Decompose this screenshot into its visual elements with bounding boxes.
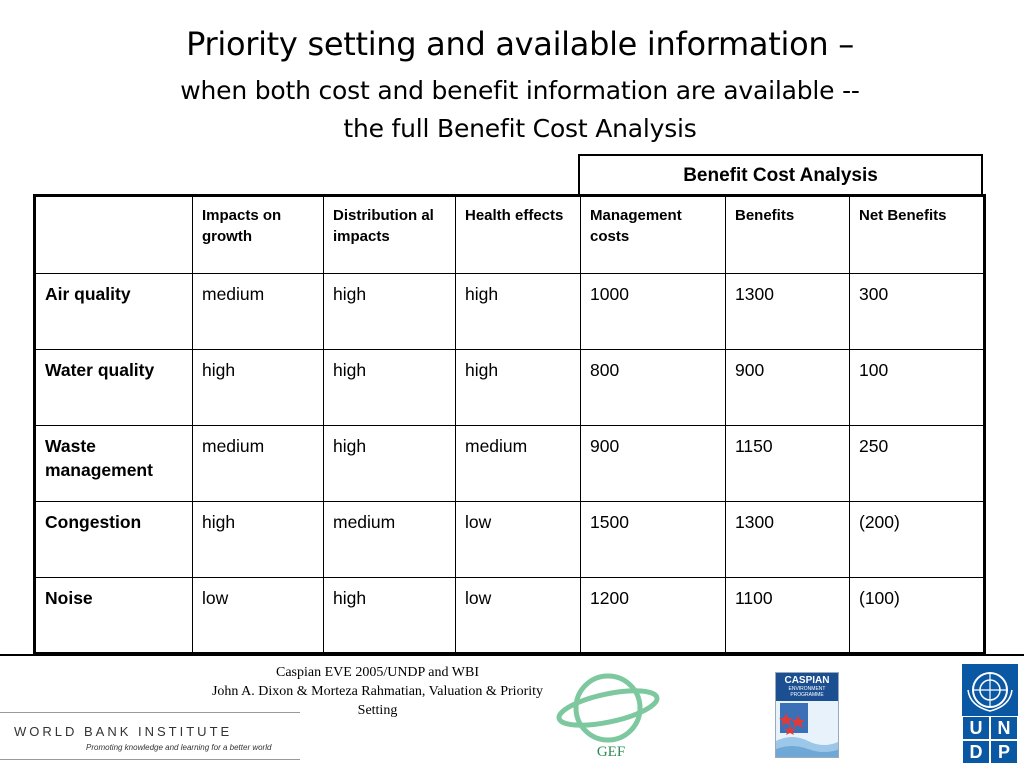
undp-letter-n: N	[990, 716, 1018, 740]
footer-line-2: John A. Dixon & Morteza Rahmatian, Valua…	[211, 684, 544, 699]
table-cell: 300	[849, 273, 985, 350]
benefit-cost-analysis-header: Benefit Cost Analysis	[578, 154, 983, 196]
table-cell: high	[323, 577, 456, 654]
caspian-title: CASPIAN	[784, 675, 830, 686]
table-cell: (200)	[849, 501, 985, 578]
table-cell: 1100	[725, 577, 850, 654]
row-label: Air quality	[34, 273, 193, 350]
table-cell: 1200	[580, 577, 726, 654]
table-cell: medium	[455, 425, 581, 502]
caspian-subtitle: ENVIRONMENT	[788, 686, 826, 692]
table-cell: low	[455, 577, 581, 654]
table-cell: 900	[580, 425, 726, 502]
table-cell: 900	[725, 349, 850, 426]
footer-line-1: Caspian EVE 2005/UNDP and WBI	[276, 665, 479, 680]
table-row: Noise low high low 1200 1100 (100)	[34, 577, 985, 654]
table-cell: high	[323, 349, 456, 426]
row-label: Noise	[34, 577, 193, 654]
table-cell: 1300	[725, 273, 850, 350]
table-cell: medium	[192, 425, 324, 502]
table-row: Congestion high medium low 1500 1300 (200)	[34, 501, 985, 578]
slide-title: Priority setting and available informati…	[186, 25, 854, 63]
table-cell: 1150	[725, 425, 850, 502]
caspian-banner: CASPIAN ENVIRONMENT PROGRAMME	[776, 673, 838, 701]
un-emblem-icon	[967, 672, 1013, 712]
table-cell: low	[192, 577, 324, 654]
gef-globe-icon	[556, 673, 660, 743]
table-header-cell: Distribution al impacts	[323, 195, 456, 274]
table-cell: 1300	[725, 501, 850, 578]
table-row: Air quality medium high high 1000 1300 300	[34, 273, 985, 350]
row-label: Waste management	[34, 425, 193, 502]
undp-logo: U N D P	[962, 664, 1018, 764]
row-label: Congestion	[34, 501, 193, 578]
world-bank-institute-logo: WORLD BANK INSTITUTE Promoting knowledge…	[0, 712, 300, 760]
table-header-cell: Net Benefits	[849, 195, 985, 274]
table-header-cell: Health effects	[455, 195, 581, 274]
table-cell: high	[455, 273, 581, 350]
table-header-corner	[34, 195, 193, 274]
undp-letter-grid: U N D P	[962, 716, 1018, 764]
table-cell: (100)	[849, 577, 985, 654]
table-cell: medium	[192, 273, 324, 350]
row-label: Water quality	[34, 349, 193, 426]
table-cell: 100	[849, 349, 985, 426]
footer-line-3: Setting	[357, 703, 398, 718]
table-header-cell: Benefits	[725, 195, 850, 274]
slide-subtitle-line2: the full Benefit Cost Analysis	[343, 114, 697, 143]
table-cell: high	[455, 349, 581, 426]
table-row: Waste management medium high medium 900 1150 2…	[34, 425, 985, 502]
gef-label: GEF	[596, 744, 626, 760]
table-cell: high	[323, 425, 456, 502]
footer-credits: Caspian EVE 2005/UNDP and WBI John A. Di…	[100, 663, 655, 720]
caspian-subtitle-2: PROGRAMME	[790, 692, 824, 698]
wbi-name: WORLD BANK INSTITUTE	[14, 724, 233, 739]
wbi-tagline: Promoting knowledge and learning for a b…	[86, 743, 272, 752]
table-cell: 800	[580, 349, 726, 426]
undp-letter-d: D	[962, 740, 990, 764]
caspian-emblem-icon	[776, 701, 838, 757]
undp-letter-p: P	[990, 740, 1018, 764]
table-cell: 1500	[580, 501, 726, 578]
table-cell: low	[455, 501, 581, 578]
table-cell: 1000	[580, 273, 726, 350]
undp-letter-u: U	[962, 716, 990, 740]
caspian-environment-programme-logo: CASPIAN ENVIRONMENT PROGRAMME	[775, 672, 839, 758]
slide-subtitle-line1: when both cost and benefit information a…	[180, 76, 860, 105]
table-cell: high	[323, 273, 456, 350]
table-cell: medium	[323, 501, 456, 578]
table-row: Water quality high high high 800 900 100	[34, 349, 985, 426]
table-header-row: Impacts on growth Distribution al impacts…	[34, 195, 985, 274]
title-block: Priority setting and available informati…	[0, 22, 1024, 148]
table-cell: high	[192, 349, 324, 426]
table-header-cell: Impacts on growth	[192, 195, 324, 274]
priority-table: Impacts on growth Distribution al impacts…	[33, 194, 986, 655]
table-cell: 250	[849, 425, 985, 502]
table-header-cell: Management costs	[580, 195, 726, 274]
gef-logo: GEF	[556, 664, 676, 764]
table-cell: high	[192, 501, 324, 578]
footer-divider	[0, 654, 1024, 656]
